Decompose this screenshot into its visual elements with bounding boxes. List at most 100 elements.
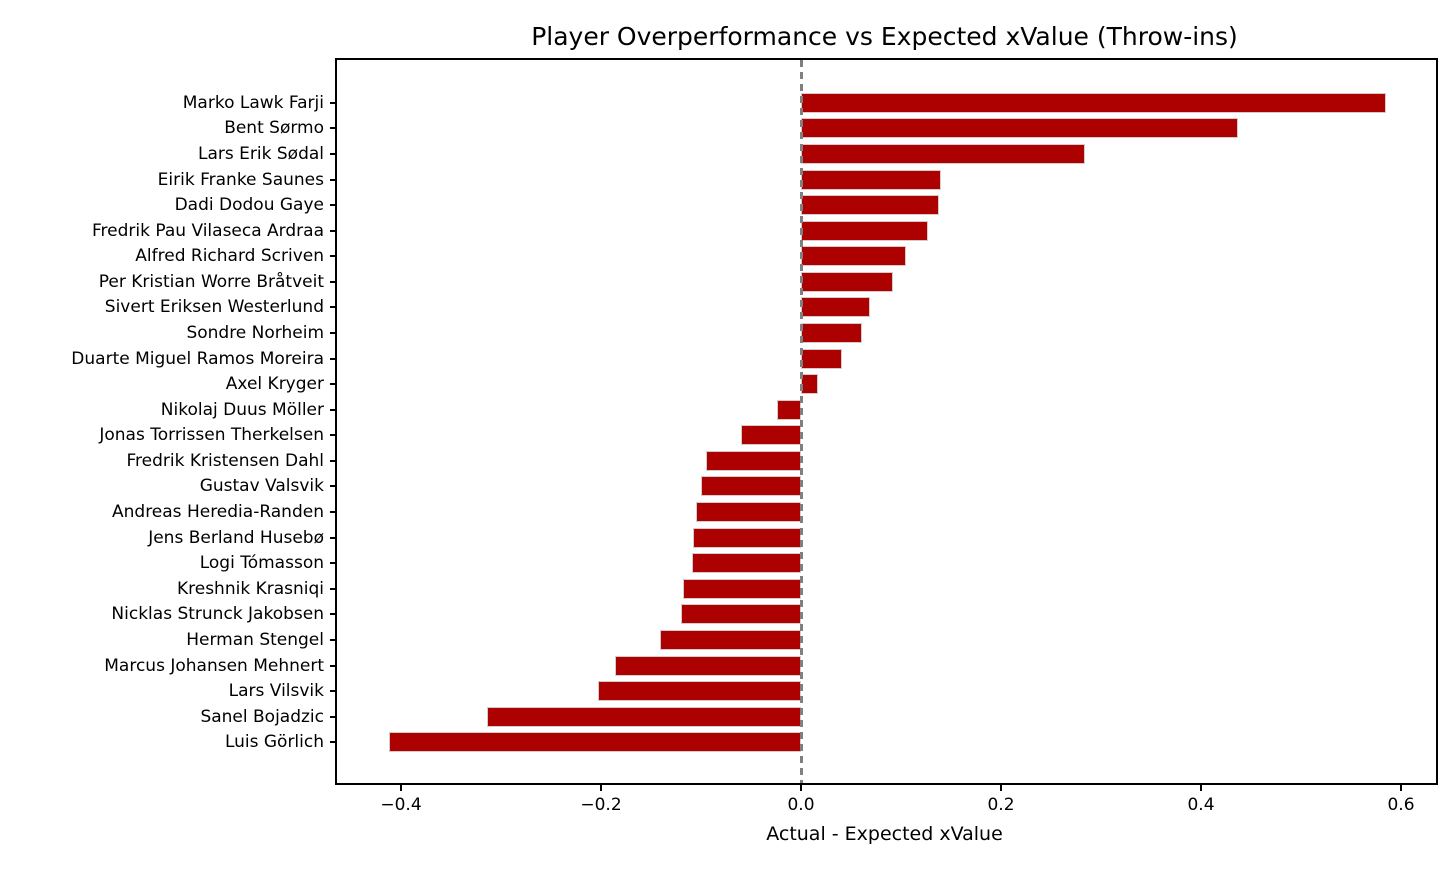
bar [801,220,928,241]
y-axis-tick [330,485,337,488]
y-tick-label: Marko Lawk Farji [182,92,324,113]
y-tick-label: Marcus Johansen Mehnert [104,655,324,676]
y-tick-label: Logi Tómasson [199,553,324,574]
y-axis-tick [330,715,337,718]
bar [801,92,1386,113]
bar [389,732,801,753]
y-tick-label: Axel Kryger [225,374,324,395]
y-axis-tick [330,127,337,130]
bar [615,655,801,676]
plot-area: Marko Lawk Farji Bent Sørmo Lars Erik Søda… [71,58,1438,815]
bar-row: Nicklas Strunck Jakobsen [111,602,1436,628]
y-tick-label: Sivert Eriksen Westerlund [104,297,324,318]
bar [660,629,801,650]
y-tick-label: Nicklas Strunck Jakobsen [111,604,324,625]
bar-row: Sivert Eriksen Westerlund [105,295,1436,321]
chart-title: Player Overperformance vs Expected xValu… [531,22,1238,51]
bar-row: Andreas Heredia-Randen [112,499,1436,525]
y-tick-label: Jens Berland Husebø [148,527,324,548]
bar-row: Sondre Norheim [186,320,1436,346]
bar [801,322,862,343]
zero-reference-line [799,60,803,783]
bar-row: Jonas Torrissen Therkelsen [99,423,1436,449]
bar-row: Fredrik Pau Vilaseca Ardraa [92,218,1436,244]
bar-row: Gustav Valsvik [200,474,1436,500]
y-tick-label: Dadi Dodou Gaye [174,195,324,216]
y-tick-label: Gustav Valsvik [199,476,324,497]
bar-row: Fredrik Kristensen Dahl [127,448,1436,474]
x-axis-tick [1000,783,1002,791]
y-tick-label: Kreshnik Krasniqi [176,578,324,599]
bar [801,348,842,369]
x-axis-label: Actual - Expected xValue [766,823,1003,845]
y-axis-tick [330,306,337,309]
bar-row: Dadi Dodou Gaye [175,192,1436,218]
bar-row: Alfred Richard Scriven [135,243,1436,269]
bar [801,271,893,292]
x-axis-tick [1400,783,1402,791]
x-axis-tick [400,783,402,791]
bar-row: Marcus Johansen Mehnert [104,653,1436,679]
bar [598,681,801,702]
x-axis-tick [600,783,602,791]
x-tick-label: 0.6 [1387,795,1415,815]
y-axis-tick [330,741,337,744]
y-tick-label: Eirik Franke Saunes [157,169,324,190]
y-tick-label: Bent Sørmo [224,118,324,139]
x-axis-tick [800,783,802,791]
x-tick-label: −0.4 [380,795,422,815]
y-tick-label: Herman Stengel [186,629,324,650]
bar-row: Herman Stengel [186,627,1436,653]
bar-row: Lars Vilsvik [229,678,1436,704]
y-tick-label: Sanel Bojadzic [200,706,324,727]
bar [683,578,801,599]
bar [801,246,906,267]
bar [777,399,801,420]
bar-row: Kreshnik Krasniqi [177,576,1436,602]
y-axis-tick [330,331,337,334]
y-axis-tick [330,587,337,590]
bar-row: Marko Lawk Farji [183,90,1436,116]
bar [801,195,939,216]
y-tick-label: Per Kristian Worre Bråtveit [98,271,324,292]
bar [487,706,801,727]
bar [801,297,870,318]
x-tick-label: −0.2 [580,795,622,815]
y-axis-tick [330,152,337,155]
bar [681,604,801,625]
bar [701,476,801,497]
y-tick-label: Jonas Torrissen Therkelsen [99,425,324,446]
x-tick-label: 0.0 [787,795,815,815]
y-axis-tick [330,383,337,386]
bar-row: Bent Sørmo [224,116,1436,142]
y-tick-label: Fredrik Kristensen Dahl [126,450,324,471]
y-axis-tick [330,459,337,462]
y-axis-tick [330,562,337,565]
bar [706,450,801,471]
y-tick-label: Sondre Norheim [186,322,324,343]
bar-row: Axel Kryger [226,371,1436,397]
bar [801,169,941,190]
bar [741,425,801,446]
y-axis-tick [330,178,337,181]
y-tick-label: Duarte Miguel Ramos Moreira [71,348,324,369]
y-axis-tick [330,408,337,411]
y-tick-label: Lars Erik Sødal [198,143,324,164]
y-axis-tick [330,280,337,283]
y-tick-label: Nikolaj Duus Möller [160,399,324,420]
y-axis-tick [330,255,337,258]
bar-row: Jens Berland Husebø [148,525,1436,551]
y-axis-tick [330,204,337,207]
bar-row: Sanel Bojadzic [200,704,1436,730]
y-tick-label: Fredrik Pau Vilaseca Ardraa [92,220,324,241]
bar-row: Luis Görlich [225,729,1436,755]
bar-row: Per Kristian Worre Bråtveit [99,269,1436,295]
bar [692,553,801,574]
y-axis-tick [330,101,337,104]
bar [693,527,801,548]
y-axis-tick [330,536,337,539]
y-axis-tick [330,690,337,693]
bar-row: Logi Tómasson [200,550,1436,576]
bar-rows-container: Marko Lawk Farji Bent Sørmo Lars Erik Søda… [71,60,1436,783]
y-axis-tick [330,638,337,641]
